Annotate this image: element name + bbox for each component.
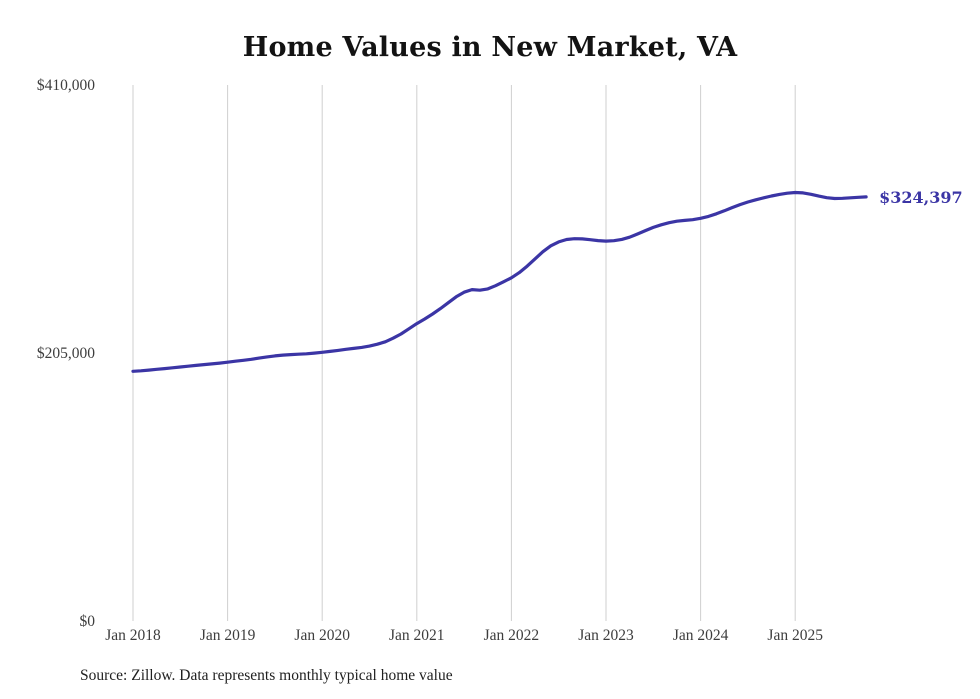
y-axis-tick-label: $205,000 [37, 345, 95, 362]
source-note: Source: Zillow. Data represents monthly … [80, 667, 453, 684]
x-axis-tick-label: Jan 2024 [673, 627, 729, 644]
y-axis-tick-label: $0 [80, 613, 96, 630]
chart-title: Home Values in New Market, VA [242, 32, 738, 63]
x-axis-tick-label: Jan 2023 [578, 627, 634, 644]
y-axis-tick-label: $410,000 [37, 77, 95, 94]
x-axis-tick-label: Jan 2022 [484, 627, 540, 644]
latest-value-label: $324,397 [879, 188, 963, 207]
x-axis-tick-label: Jan 2018 [105, 627, 161, 644]
value-line [131, 190, 868, 373]
x-axis-tick-label: Jan 2019 [200, 627, 256, 644]
x-axis-tick-label: Jan 2025 [767, 627, 823, 644]
x-axis-tick-label: Jan 2021 [389, 627, 445, 644]
x-axis-tick-label: Jan 2020 [294, 627, 350, 644]
